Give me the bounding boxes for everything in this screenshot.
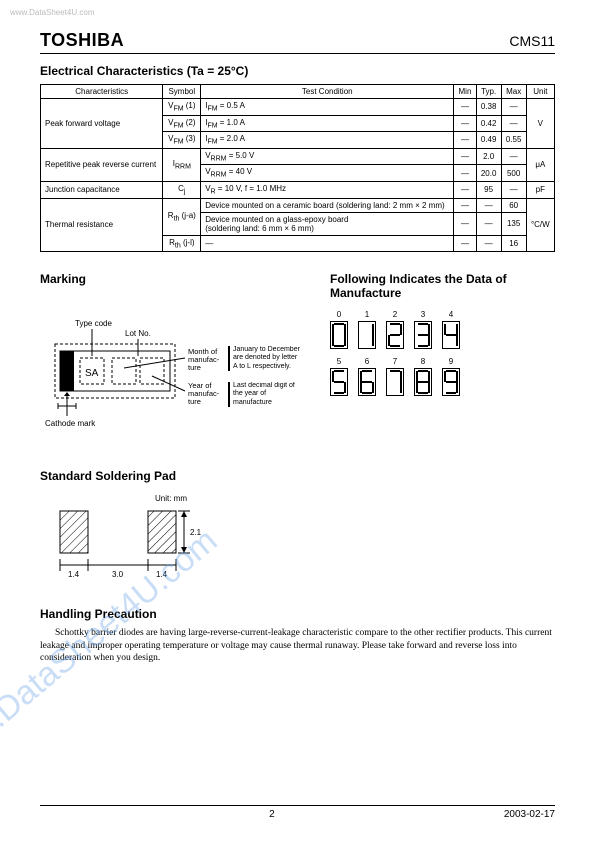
table-header: Test Condition bbox=[201, 85, 454, 99]
solder-pad-diagram: Unit: mm 2.1 1.4 3.0 bbox=[40, 489, 240, 589]
table-header: Typ. bbox=[476, 85, 501, 99]
table-row: Thermal resistanceRth (j-a)Device mounte… bbox=[41, 198, 555, 212]
pad-h-dim: 2.1 bbox=[190, 528, 202, 537]
digit-box: 1 bbox=[358, 310, 376, 349]
handling-text: Schottky barrier diodes are having large… bbox=[40, 627, 555, 664]
marking-diagram: SA Type code Lot No. Cathode mark bbox=[40, 296, 300, 446]
header: TOSHIBA CMS11 bbox=[40, 30, 555, 54]
logo: TOSHIBA bbox=[40, 30, 124, 51]
gap-dim: 3.0 bbox=[112, 570, 124, 579]
marking-sa-text: SA bbox=[85, 368, 99, 379]
lot-no-label: Lot No. bbox=[125, 329, 151, 338]
digit-box: 2 bbox=[386, 310, 404, 349]
digit-box: 7 bbox=[386, 357, 404, 396]
pad-w2-dim: 1.4 bbox=[156, 570, 168, 579]
month-note: January to December are denoted by lette… bbox=[228, 346, 300, 371]
watermark-top: www.DataSheet4U.com bbox=[10, 8, 94, 17]
digit-box: 8 bbox=[414, 357, 432, 396]
digit-box: 5 bbox=[330, 357, 348, 396]
page-number: 2 bbox=[269, 809, 275, 820]
footer: 2 2003-02-17 bbox=[40, 805, 555, 820]
unit-label: Unit: mm bbox=[155, 494, 187, 503]
table-header: Min bbox=[454, 85, 476, 99]
digit-box: 9 bbox=[442, 357, 460, 396]
digits-row-1: 01234 bbox=[330, 310, 555, 349]
table-header: Unit bbox=[526, 85, 554, 99]
digit-box: 0 bbox=[330, 310, 348, 349]
digit-box: 6 bbox=[358, 357, 376, 396]
solder-title: Standard Soldering Pad bbox=[40, 469, 555, 483]
svg-text:ture: ture bbox=[188, 397, 201, 406]
digits-row-2: 56789 bbox=[330, 357, 555, 396]
svg-text:ture: ture bbox=[188, 363, 201, 372]
handling-title: Handling Precaution bbox=[40, 607, 555, 621]
pad-w1-dim: 1.4 bbox=[68, 570, 80, 579]
electrical-table: CharacteristicsSymbolTest ConditionMinTy… bbox=[40, 84, 555, 252]
type-code-label: Type code bbox=[75, 319, 112, 328]
marking-title: Marking bbox=[40, 272, 300, 286]
elec-title: Electrical Characteristics (Ta = 25°C) bbox=[40, 64, 555, 78]
dom-title: Following Indicates the Data of Manufact… bbox=[330, 272, 555, 300]
table-row: Repetitive peak reverse currentIRRMVRRM … bbox=[41, 148, 555, 165]
part-number: CMS11 bbox=[509, 33, 555, 49]
cathode-label: Cathode mark bbox=[45, 419, 96, 428]
footer-date: 2003-02-17 bbox=[504, 809, 555, 820]
table-header: Characteristics bbox=[41, 85, 163, 99]
table-row: Junction capacitanceCjVR = 10 V, f = 1.0… bbox=[41, 181, 555, 198]
table-header: Symbol bbox=[163, 85, 201, 99]
table-header: Max bbox=[501, 85, 526, 99]
year-note: Last decimal digit of the year of manufa… bbox=[228, 382, 300, 407]
digit-box: 4 bbox=[442, 310, 460, 349]
table-row: Peak forward voltageVFM (1)IFM = 0.5 A—0… bbox=[41, 99, 555, 116]
digit-box: 3 bbox=[414, 310, 432, 349]
